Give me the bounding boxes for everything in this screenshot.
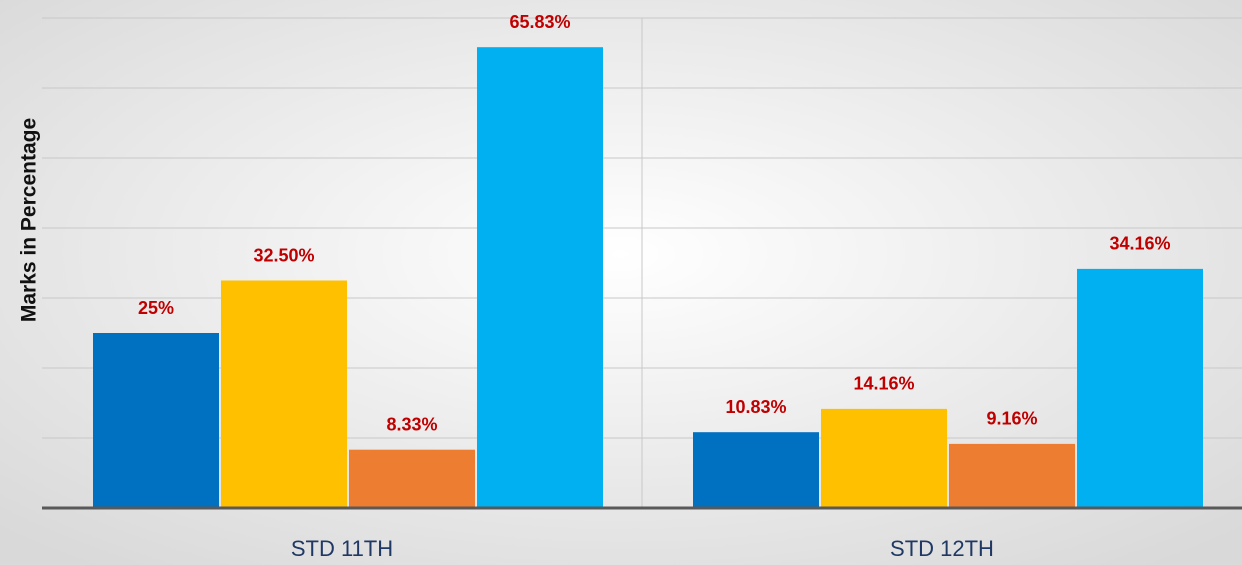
value-label: 25% (138, 298, 174, 318)
bar (693, 432, 819, 508)
value-label: 34.16% (1109, 234, 1170, 254)
x-tick-label: STD 11TH (291, 536, 393, 561)
value-label: 10.83% (725, 397, 786, 417)
value-label: 65.83% (509, 12, 570, 32)
bar (93, 333, 219, 508)
x-tick-label: STD 12TH (890, 536, 994, 561)
bar (1077, 268, 1203, 508)
bar (821, 408, 947, 508)
bar (477, 47, 603, 508)
value-label: 14.16% (853, 374, 914, 394)
value-label: 8.33% (386, 414, 437, 434)
bar (349, 449, 475, 508)
bar (221, 280, 347, 508)
value-label: 32.50% (253, 245, 314, 265)
y-axis-label: Marks in Percentage (18, 118, 41, 322)
value-label: 9.16% (986, 409, 1037, 429)
bar (949, 443, 1075, 508)
